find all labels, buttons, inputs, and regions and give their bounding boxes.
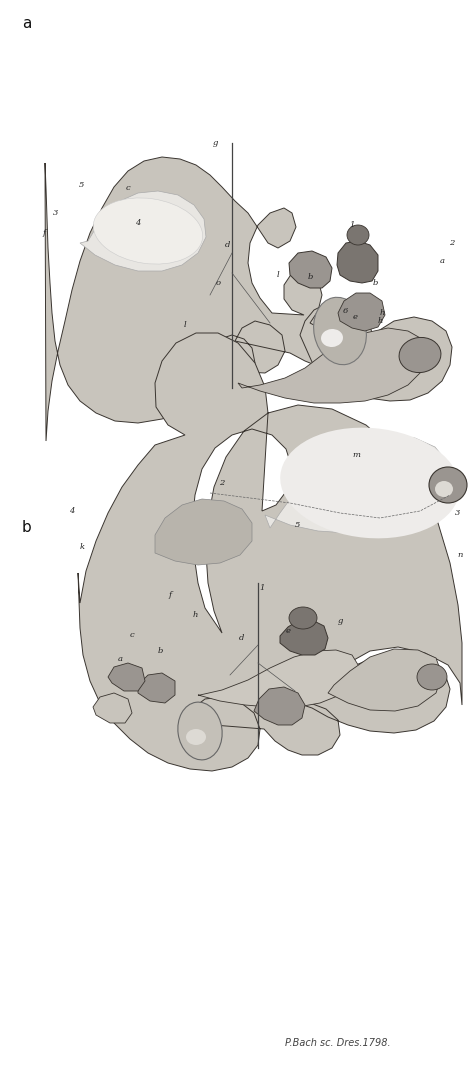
Polygon shape xyxy=(254,687,305,725)
Text: l: l xyxy=(277,271,279,279)
Text: 1: 1 xyxy=(349,221,355,229)
Ellipse shape xyxy=(429,467,467,503)
Text: 5: 5 xyxy=(295,521,301,529)
Polygon shape xyxy=(280,619,328,655)
Polygon shape xyxy=(45,157,452,441)
Polygon shape xyxy=(265,435,452,533)
Text: 2: 2 xyxy=(449,239,455,247)
Text: g: g xyxy=(337,617,343,625)
Polygon shape xyxy=(338,293,385,331)
Polygon shape xyxy=(289,251,332,288)
Ellipse shape xyxy=(417,664,447,690)
Polygon shape xyxy=(138,673,175,703)
Text: 5: 5 xyxy=(79,181,85,190)
Text: b: b xyxy=(22,521,32,535)
Text: a: a xyxy=(22,15,32,30)
Text: 4: 4 xyxy=(135,219,141,227)
Ellipse shape xyxy=(178,702,222,760)
Text: c: c xyxy=(126,184,130,192)
Ellipse shape xyxy=(314,298,366,365)
Text: d: d xyxy=(225,242,231,249)
Text: 2: 2 xyxy=(219,479,225,487)
Ellipse shape xyxy=(347,225,369,245)
Text: k: k xyxy=(80,543,84,551)
Text: o: o xyxy=(216,279,220,287)
Text: b: b xyxy=(157,647,163,655)
Text: h: h xyxy=(379,309,385,317)
Ellipse shape xyxy=(435,481,453,497)
Text: d: d xyxy=(239,634,245,642)
Ellipse shape xyxy=(93,198,203,264)
Text: 4: 4 xyxy=(69,507,75,516)
Text: n: n xyxy=(457,551,463,559)
Polygon shape xyxy=(337,242,378,283)
Polygon shape xyxy=(80,191,206,271)
Text: 1: 1 xyxy=(259,584,264,592)
Polygon shape xyxy=(198,650,360,707)
Text: e: e xyxy=(285,627,291,635)
Text: f: f xyxy=(43,229,46,237)
Ellipse shape xyxy=(280,428,460,538)
Polygon shape xyxy=(78,332,462,771)
Ellipse shape xyxy=(399,338,441,373)
Polygon shape xyxy=(328,649,442,712)
Text: a: a xyxy=(439,257,445,265)
Text: h: h xyxy=(377,317,383,325)
Text: 6: 6 xyxy=(342,306,348,315)
Text: h: h xyxy=(192,611,198,619)
Text: b: b xyxy=(307,273,313,280)
Polygon shape xyxy=(238,328,428,403)
Ellipse shape xyxy=(186,729,206,745)
Text: 3: 3 xyxy=(53,209,59,217)
Text: b: b xyxy=(372,279,378,287)
Text: g: g xyxy=(212,139,218,147)
Text: l: l xyxy=(184,321,186,329)
Polygon shape xyxy=(93,693,132,723)
Text: c: c xyxy=(129,631,134,639)
Text: m: m xyxy=(352,451,360,459)
Polygon shape xyxy=(155,499,252,565)
Text: P.Bach sc. Dres.1798.: P.Bach sc. Dres.1798. xyxy=(285,1038,391,1048)
Polygon shape xyxy=(108,663,145,691)
Text: f: f xyxy=(168,591,172,599)
Ellipse shape xyxy=(321,329,343,347)
Text: 3: 3 xyxy=(456,509,461,517)
Text: e: e xyxy=(353,313,357,321)
Ellipse shape xyxy=(289,606,317,629)
Text: a: a xyxy=(118,655,122,663)
